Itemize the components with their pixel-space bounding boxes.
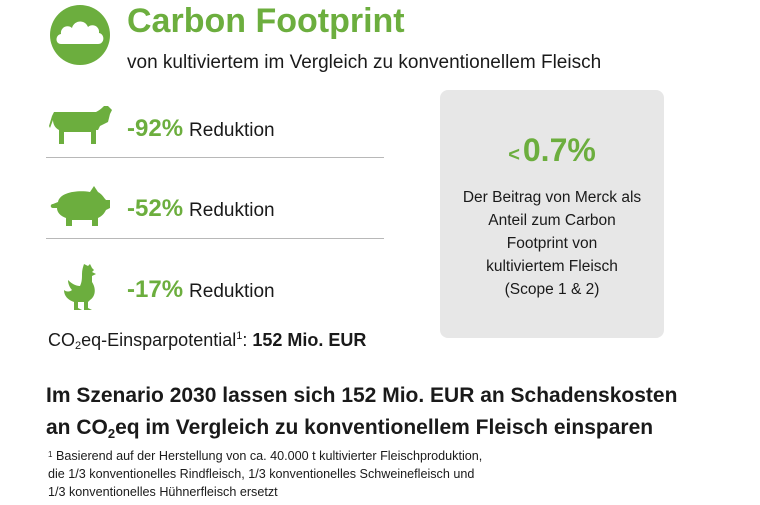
merck-text-line: Der Beitrag von Merck als (462, 189, 642, 206)
row-divider (46, 157, 384, 158)
merck-contribution-box: <0.7% Der Beitrag von Merck als Anteil z… (440, 90, 664, 338)
chicken-icon (64, 264, 96, 310)
merck-text-line: Anteil zum Carbon (488, 212, 616, 229)
cow-reduction-label: Reduktion (189, 120, 275, 141)
pig-reduction-label: Reduktion (189, 200, 275, 221)
pig-reduction: -52% Reduktion (127, 195, 275, 223)
potential-footnote-marker: 1 (236, 330, 243, 342)
cow-reduction: -92% Reduktion (127, 115, 275, 143)
less-than-sign: < (508, 144, 520, 166)
co2-savings-potential: CO2eq-Einsparpotential1: 152 Mio. EUR (48, 330, 366, 352)
carbon-cloud-logo-icon (50, 5, 110, 65)
footnote-line-3: 1/3 konventionelles Hühnerfleisch ersetz… (48, 485, 278, 499)
potential-colon: : (242, 330, 253, 350)
merck-text-line: Footprint von (506, 235, 598, 252)
row-divider (46, 238, 384, 239)
cow-icon (49, 106, 112, 144)
headline-line-2-pre: an CO (46, 416, 108, 439)
footnote-marker: 1 (48, 450, 53, 459)
merck-text-line: (Scope 1 & 2) (504, 281, 600, 298)
pig-icon (50, 186, 110, 226)
page-title: Carbon Footprint (127, 2, 405, 40)
scenario-headline: Im Szenario 2030 lassen sich 152 Mio. EU… (46, 380, 746, 450)
merck-text-line: kultiviertem Fleisch (486, 258, 618, 275)
footnote-text: Basierend auf der Herstellung von ca. 40… (52, 449, 483, 463)
headline-subscript: 2 (107, 426, 116, 441)
potential-label: eq-Einsparpotential (81, 330, 237, 350)
footnote-line-2: die 1/3 konventionelles Rindfleisch, 1/3… (48, 467, 475, 481)
potential-prefix: CO (48, 330, 75, 350)
headline-line-2: an CO2eq im Vergleich zu konventionellem… (46, 412, 746, 450)
page-subtitle: von kultiviertem im Vergleich zu konvent… (127, 52, 602, 73)
footnote: 1 Basierend auf der Herstellung von ca. … (48, 446, 748, 501)
chicken-reduction: -17% Reduktion (127, 276, 275, 304)
merck-percent: 0.7% (522, 132, 596, 168)
merck-contribution-text: Der Beitrag von Merck als Anteil zum Car… (450, 186, 654, 301)
cow-reduction-value: -92% (127, 115, 184, 142)
headline-line-1: Im Szenario 2030 lassen sich 152 Mio. EU… (46, 384, 678, 407)
headline-line-2-post: eq im Vergleich zu konventionellem Fleis… (115, 416, 654, 439)
chicken-reduction-value: -17% (127, 276, 184, 303)
potential-value: 152 Mio. EUR (252, 330, 367, 350)
pig-reduction-value: -52% (127, 195, 184, 222)
footnote-line-1: 1 Basierend auf der Herstellung von ca. … (48, 446, 748, 465)
potential-subscript: 2 (75, 340, 82, 352)
merck-contribution-value: <0.7% (440, 132, 664, 169)
chicken-reduction-label: Reduktion (189, 281, 275, 302)
